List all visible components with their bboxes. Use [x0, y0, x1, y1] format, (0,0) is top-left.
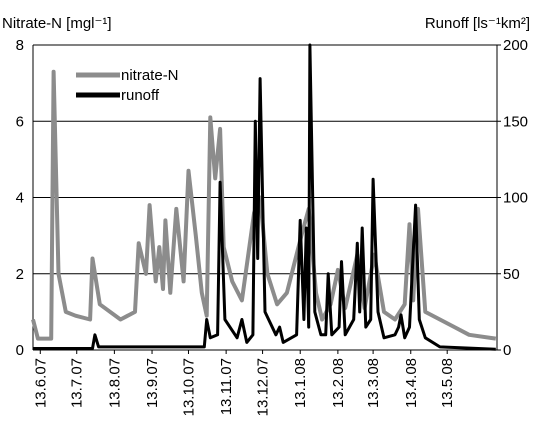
y2-tick-label: 0 [503, 342, 511, 359]
x-tick-label: 13.8.07 [106, 358, 123, 408]
legend-label: nitrate-N [121, 67, 179, 84]
x-tick-label: 13.2.08 [330, 358, 347, 408]
x-tick-label: 13.4.08 [403, 358, 420, 408]
y2-tick-label: 150 [503, 113, 528, 130]
y2-tick-label: 200 [503, 37, 528, 54]
x-tick-label: 13.11.07 [218, 358, 235, 415]
y-tick-label: 0 [16, 342, 24, 359]
x-tick-label: 13.12.07 [255, 358, 272, 416]
x-tick-label: 13.3.08 [365, 358, 382, 408]
y-tick-label: 6 [16, 113, 24, 130]
y2-tick-label: 100 [503, 190, 528, 207]
y-tick-label: 2 [16, 266, 24, 283]
y-tick-label: 8 [16, 37, 24, 54]
x-tick-label: 13.9.07 [144, 358, 161, 408]
y2-tick-label: 50 [503, 266, 520, 283]
series-line [33, 43, 496, 351]
y-tick-label: 4 [16, 190, 24, 207]
legend-label: runoff [121, 87, 160, 104]
x-tick-label: 13.7.07 [69, 358, 86, 408]
series-line [31, 69, 497, 341]
y2-axis-title: Runoff [ls⁻¹km²] [425, 15, 530, 32]
x-tick-label: 13.10.07 [180, 358, 197, 416]
x-tick-label: 13.5.08 [439, 358, 456, 408]
y-axis-title: Nitrate-N [mgl⁻¹] [2, 15, 112, 32]
x-tick-label: 13.1.08 [292, 358, 309, 408]
x-tick-label: 13.6.07 [32, 358, 49, 408]
